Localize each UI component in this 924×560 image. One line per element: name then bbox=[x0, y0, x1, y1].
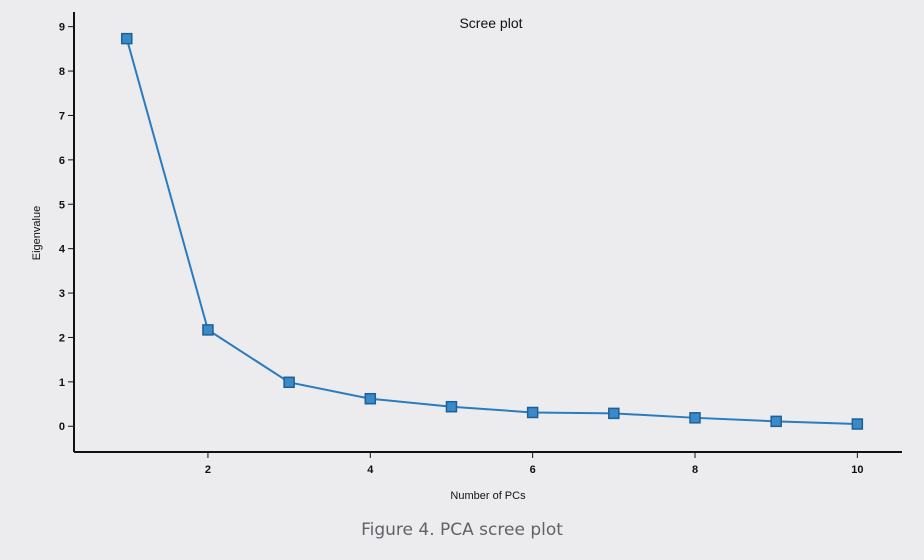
x-tick-label: 10 bbox=[851, 464, 863, 476]
x-axis-title: Number of PCs bbox=[450, 490, 526, 502]
y-tick-label: 9 bbox=[59, 22, 65, 34]
x-tick-label: 4 bbox=[367, 464, 374, 476]
x-tick-label: 8 bbox=[692, 464, 698, 476]
series-markers bbox=[121, 32, 864, 430]
data-point-marker bbox=[202, 324, 214, 336]
data-point-marker bbox=[526, 406, 539, 419]
y-tick-label: 7 bbox=[59, 110, 65, 122]
data-point-marker bbox=[608, 407, 620, 420]
y-tick-label: 0 bbox=[59, 421, 65, 433]
scree-plot-chart: 0 1 2 3 4 5 6 7 8 9 2 4 6 8 10 Scree plot Number of P… bbox=[31, 12, 902, 502]
data-point-marker bbox=[121, 32, 133, 45]
data-point-marker bbox=[851, 418, 864, 430]
y-tick-label: 8 bbox=[59, 66, 65, 78]
y-tick-label: 6 bbox=[59, 155, 65, 167]
data-point-marker bbox=[689, 412, 701, 424]
series-line bbox=[125, 38, 858, 426]
data-point-marker bbox=[770, 415, 782, 428]
data-point-marker bbox=[283, 376, 295, 389]
x-ticks: 2 4 6 8 10 bbox=[205, 452, 863, 476]
y-tick-label: 1 bbox=[59, 377, 65, 389]
data-point-marker bbox=[445, 400, 458, 413]
x-tick-label: 6 bbox=[530, 464, 536, 476]
figure-caption: Figure 4. PCA scree plot bbox=[361, 520, 563, 540]
axes bbox=[73, 12, 902, 453]
x-tick-label: 2 bbox=[205, 464, 211, 476]
y-tick-label: 5 bbox=[59, 199, 65, 211]
y-tick-label: 2 bbox=[59, 332, 65, 344]
y-axis-title: Eigenvalue bbox=[31, 206, 43, 260]
data-point-marker bbox=[364, 392, 377, 405]
y-tick-label: 3 bbox=[59, 288, 65, 300]
y-tick-label: 4 bbox=[59, 244, 66, 256]
y-ticks: 0 1 2 3 4 5 6 7 8 9 bbox=[59, 22, 74, 433]
chart-title: Scree plot bbox=[459, 15, 522, 31]
